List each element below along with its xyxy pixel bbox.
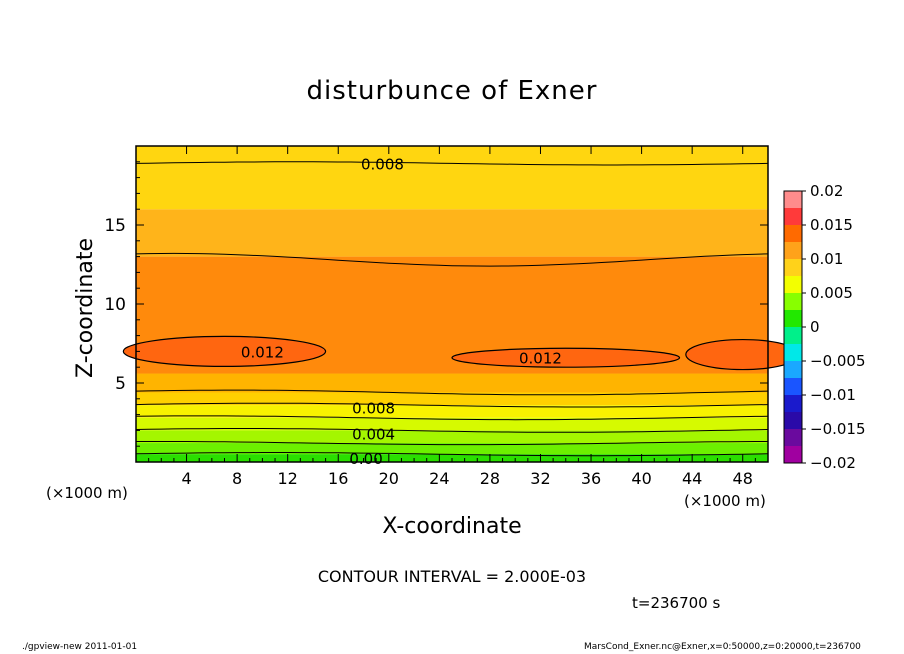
footer-left-text: ./gpview-new 2011-01-01: [22, 642, 138, 652]
contour-line-3: [135, 402, 769, 408]
colorbar-tick-label-1: 0.015: [810, 216, 853, 234]
colorbar-swatch-7: [784, 310, 802, 328]
x-axis-unit-left: (×1000 m): [46, 484, 128, 502]
contour-line-7: [135, 452, 769, 457]
colorbar-swatch-10: [784, 361, 802, 379]
contour-line-2: [135, 389, 769, 396]
colorbar-tick-label-5: −0.005: [810, 352, 866, 370]
contour-label-4: 0.004: [352, 426, 395, 444]
colorbar-tick-label-8: −0.02: [810, 454, 856, 472]
colorbar-tick-label-3: 0.005: [810, 284, 853, 302]
colorbar-swatch-3: [784, 242, 802, 260]
x-tick-label-4: 20: [379, 469, 399, 488]
x-tick-label-10: 44: [682, 469, 702, 488]
colorbar-swatch-4: [784, 259, 802, 277]
time-stamp: t=236700 s: [632, 594, 721, 612]
y-tick-label-2: 15: [104, 216, 126, 236]
colorbar-swatch-8: [784, 327, 802, 345]
footer-right-text: MarsCond_Exner.nc@Exner,x=0:50000,z=0:20…: [584, 642, 861, 652]
colorbar-swatch-14: [784, 429, 802, 447]
x-axis-label: X-coordinate: [382, 514, 522, 539]
x-axis-unit-right: (×1000 m): [684, 492, 766, 510]
contour-line-6: [136, 441, 768, 446]
contour-label-5: 0.00: [349, 450, 382, 468]
colorbar-tick-label-2: 0.01: [810, 250, 843, 268]
contour-band-1: [136, 443, 768, 455]
contour-label-1: 0.012: [241, 343, 284, 361]
x-tick-label-9: 40: [631, 469, 651, 488]
y-axis-label: Z-coordinate: [73, 238, 98, 378]
x-tick-label-5: 24: [429, 469, 449, 488]
contour-label-2: 0.012: [519, 350, 562, 368]
contour-band-5: [136, 392, 768, 406]
x-tick-label-2: 12: [278, 469, 298, 488]
contour-band-4: [136, 405, 768, 418]
colorbar-tick-label-7: −0.015: [810, 420, 866, 438]
colorbar-swatch-12: [784, 395, 802, 413]
colorbar-swatch-2: [784, 225, 802, 243]
contour-line-5: [135, 428, 769, 433]
colorbar-swatch-11: [784, 378, 802, 396]
contour-band-8: [136, 209, 768, 257]
colorbar-swatch-6: [784, 293, 802, 311]
x-tick-label-3: 16: [328, 469, 348, 488]
contour-band-9: [136, 146, 768, 210]
contour-line-1: [135, 252, 769, 267]
contour-line-0: [135, 161, 769, 166]
x-tick-label-0: 4: [181, 469, 191, 488]
y-tick-label-0: 5: [115, 374, 126, 394]
x-tick-label-1: 8: [232, 469, 242, 488]
x-tick-label-7: 32: [530, 469, 550, 488]
contour-band-3: [136, 417, 768, 431]
high-lens-0: [122, 335, 327, 368]
x-tick-label-11: 48: [733, 469, 753, 488]
colorbar-tick-label-6: −0.01: [810, 386, 856, 404]
contour-label-0: 0.008: [361, 155, 404, 173]
x-tick-label-8: 36: [581, 469, 601, 488]
colorbar-swatch-9: [784, 344, 802, 362]
x-tick-label-6: 28: [480, 469, 500, 488]
colorbar-swatch-0: [784, 191, 802, 209]
contour-label-3: 0.008: [352, 399, 395, 417]
contour-band-2: [136, 430, 768, 444]
high-lens-2: [685, 338, 801, 371]
colorbar-swatch-15: [784, 446, 802, 464]
y-tick-label-1: 10: [104, 295, 126, 315]
contour-interval-text: CONTOUR INTERVAL = 2.000E-03: [317, 567, 587, 586]
chart-title: disturbunce of Exner: [306, 76, 598, 106]
colorbar-tick-label-0: 0.02: [810, 182, 843, 200]
high-lens-1: [451, 347, 681, 368]
colorbar-swatch-5: [784, 276, 802, 294]
contour-band-6: [136, 373, 768, 393]
contour-line-4: [135, 415, 769, 421]
colorbar-swatch-1: [784, 208, 802, 226]
colorbar-swatch-13: [784, 412, 802, 430]
colorbar-tick-label-4: 0: [810, 318, 820, 336]
